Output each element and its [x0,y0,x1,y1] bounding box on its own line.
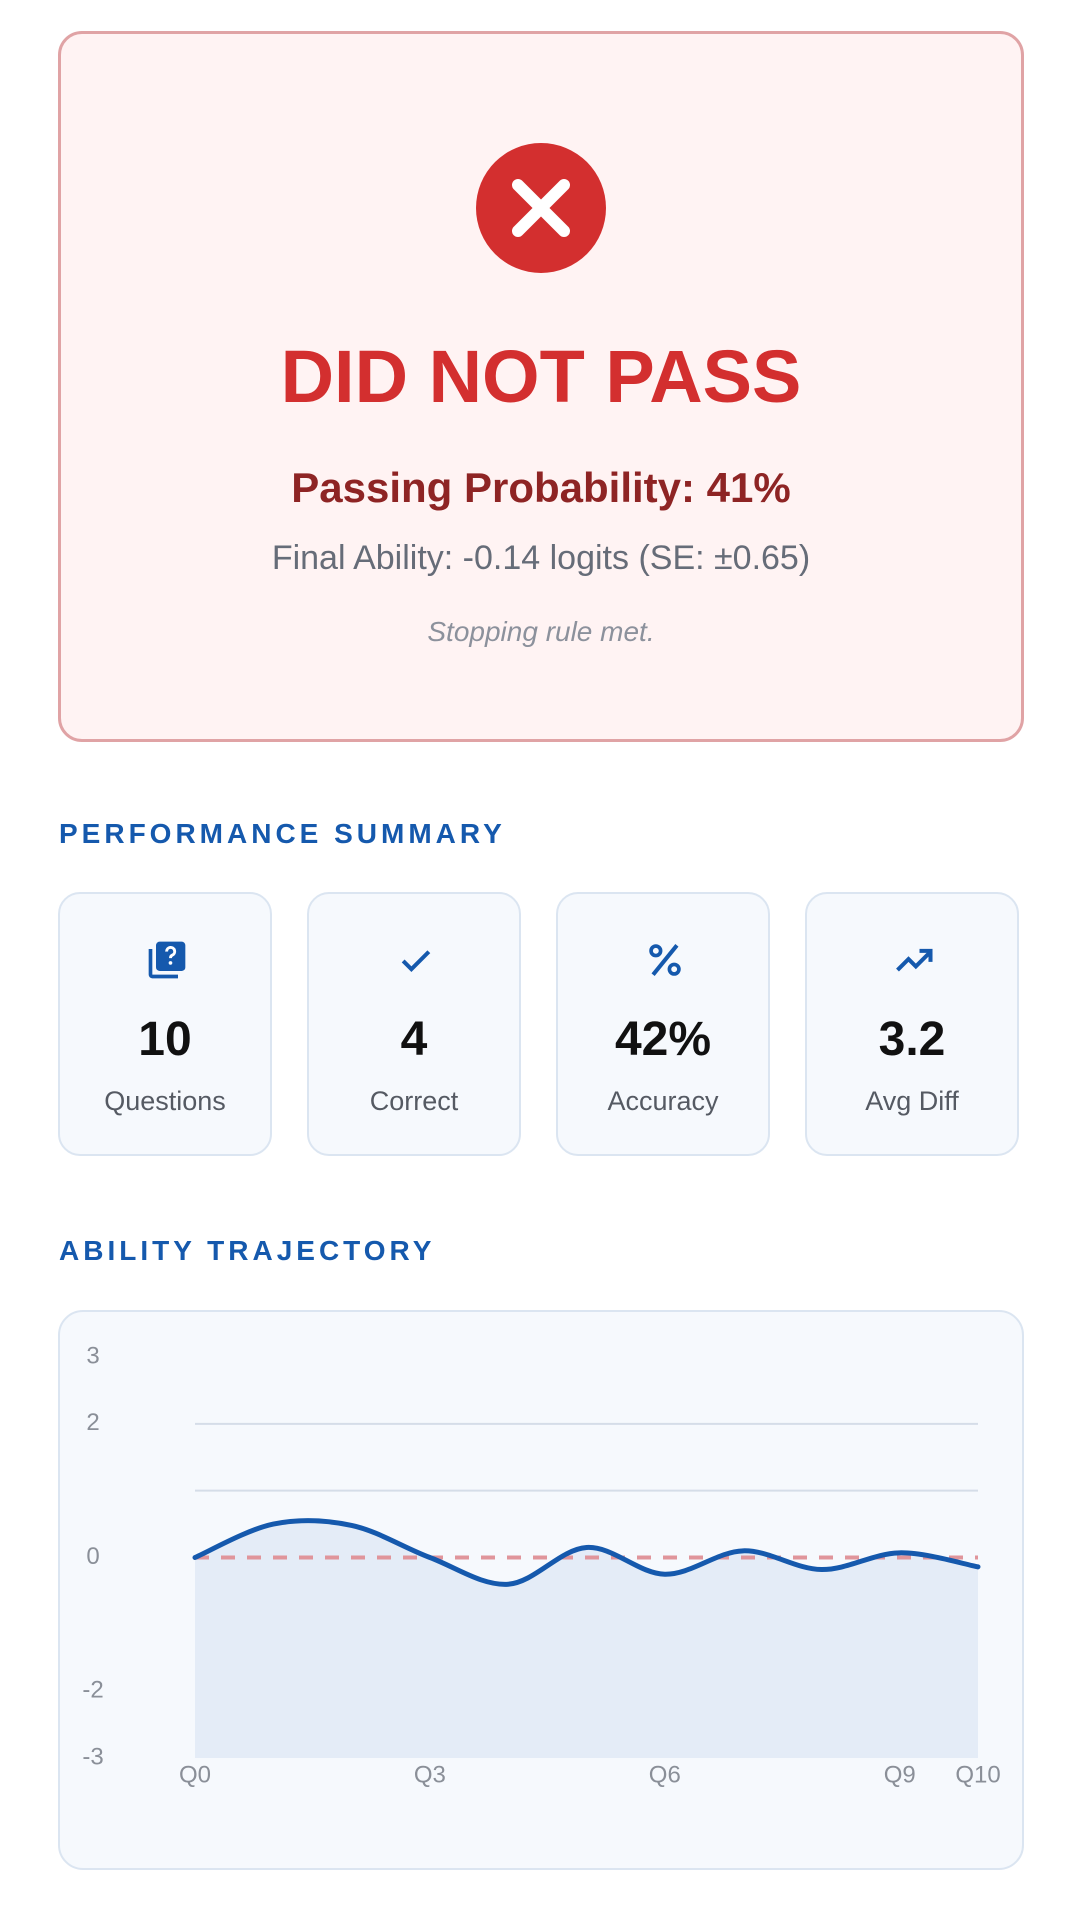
x-tick-label: Q0 [179,1761,211,1788]
x-tick-label: Q3 [414,1761,446,1788]
probability: Passing Probability: 41% [291,464,791,511]
y-tick-label: 0 [86,1543,99,1570]
icon [896,948,933,972]
stat-label: Questions [104,1086,226,1116]
stat-value: 42% [614,1013,712,1066]
stat-value: 10 [138,1013,192,1066]
y-tick-label: -2 [82,1677,103,1704]
icon [649,944,681,976]
result-card: DID NOT PASS Passing Probability: 41% Fi… [58,31,1024,742]
stat-value: 3.2 [878,1013,946,1066]
line [192,1518,981,1587]
stat-label: Accuracy [607,1086,719,1116]
stat-card: 42% Accuracy [556,892,770,1156]
y-tick-label: 2 [86,1409,99,1436]
x-tick-label: Q6 [649,1761,681,1788]
icon [148,941,186,979]
section-heading: PERFORMANCE SUMMARY [59,818,506,849]
ability: Final Ability: -0.14 logits (SE: ±0.65) [271,539,811,577]
chart: -3 -2 0 2 3 Q0 Q3 Q6 Q9 Q10 [58,1310,1024,1870]
stat-value: 4 [400,1013,428,1066]
chart-title: ABILITY TRAJECTORY [59,1235,436,1266]
note: Stopping rule met. [427,616,655,647]
x-tick-label: Q9 [884,1761,916,1788]
y-tick-label: -3 [82,1743,103,1770]
stat-card: 3.2 Avg Diff [805,892,1019,1156]
stat-card: 10 Questions [58,892,272,1156]
status: DID NOT PASS [280,335,802,418]
stat-label: Avg Diff [865,1086,959,1116]
stat-label: Correct [369,1086,459,1116]
x-tick-label: Q10 [955,1761,1000,1788]
fail-icon [476,143,606,273]
y-tick-label: 3 [86,1342,99,1369]
icon [401,950,431,973]
stat-card: 4 Correct [307,892,521,1156]
area [195,1520,978,1758]
